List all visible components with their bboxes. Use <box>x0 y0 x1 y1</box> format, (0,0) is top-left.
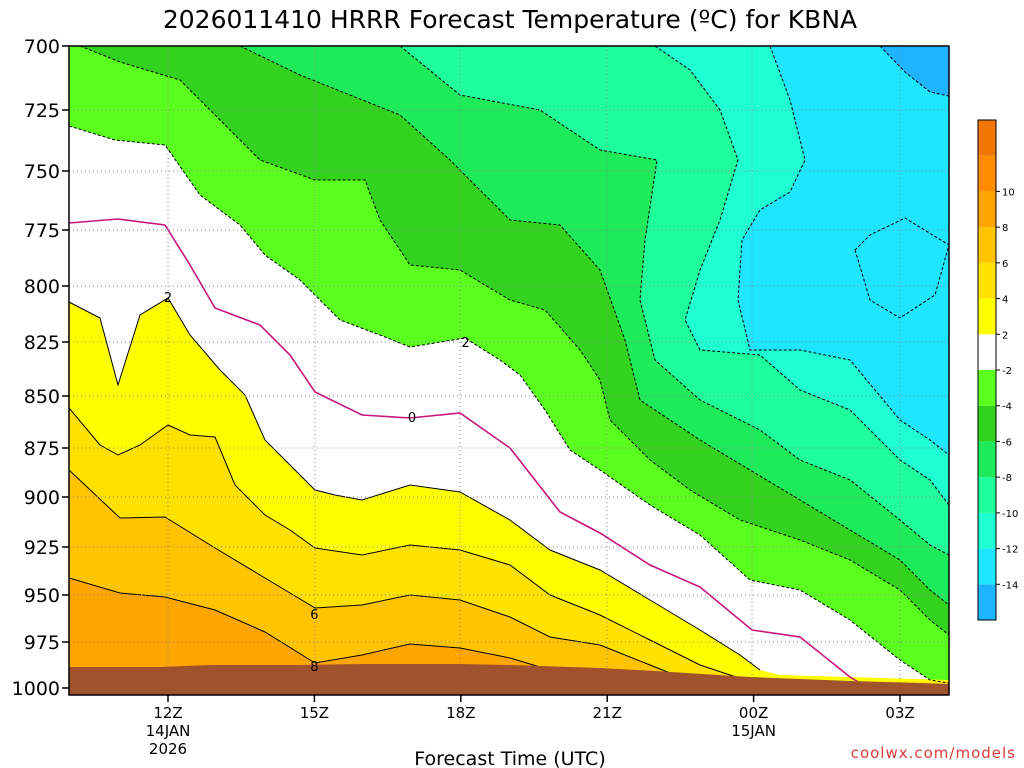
colorbar-swatch <box>978 298 996 335</box>
contour-label: 8 <box>310 660 318 675</box>
x-tick-date-label: 14JAN <box>146 722 191 740</box>
plot-area <box>69 46 949 695</box>
colorbar-label: 8 <box>1002 223 1008 234</box>
colorbar-label: -12 <box>1002 545 1018 556</box>
colorbar: -14 -12 -10 -8 -6 -4 -2 2 4 6 8 10 <box>977 119 1018 621</box>
y-tick-label: 800 <box>24 276 60 298</box>
colorbar-swatch <box>978 370 996 406</box>
y-tick-label: 1000 <box>12 678 60 700</box>
y-tick-label: 825 <box>24 332 60 354</box>
colorbar-swatch <box>978 120 996 156</box>
credit-text: coolwx.com/models <box>851 744 1016 762</box>
x-tick-label: 03Z <box>885 704 914 722</box>
isotherm-2 <box>69 297 761 671</box>
colorbar-swatch <box>978 334 996 370</box>
chart-title: 2026011410 HRRR Forecast Temperature (ºC… <box>163 5 857 34</box>
isotherm-minus6 <box>239 46 949 606</box>
contour-label: 0 <box>408 411 416 426</box>
band-6-to-8 <box>69 470 949 695</box>
colorbar-label: -2 <box>1002 366 1012 377</box>
y-tick-label: 900 <box>24 487 60 509</box>
colorbar-label: 10 <box>1002 187 1015 198</box>
isotherm-6 <box>69 469 701 686</box>
colorbar-swatch <box>978 441 996 478</box>
isotherm-minus12-loop <box>854 217 949 319</box>
x-tick-label: 15Z <box>300 704 329 722</box>
colorbar-swatch <box>978 227 996 263</box>
isotherm-minus8 <box>399 46 949 556</box>
y-tick-label: 750 <box>24 161 60 183</box>
colorbar-label: -14 <box>1002 580 1018 591</box>
contour-label: 2 <box>164 291 172 306</box>
colorbar-swatch <box>978 262 996 299</box>
contour-labels: 2 2 0 6 8 <box>164 291 470 675</box>
x-tick-label: 12Z <box>153 704 182 722</box>
colorbar-label: 2 <box>1002 330 1008 341</box>
colorbar-label: -6 <box>1002 437 1012 448</box>
colorbar-label: 4 <box>1002 295 1008 306</box>
isotherm-minus14 <box>879 46 949 97</box>
negative-isotherms <box>69 46 949 684</box>
x-tick-label: 18Z <box>446 704 475 722</box>
y-tick-label: 925 <box>24 537 60 559</box>
y-tick-label: 950 <box>24 585 60 607</box>
colorbar-swatch <box>978 584 996 620</box>
isotherm-minus10 <box>654 46 949 506</box>
y-tick-label: 850 <box>24 386 60 408</box>
colorbar-swatch <box>978 512 996 549</box>
colorbar-swatch <box>978 548 996 585</box>
colorbar-swatch <box>978 477 996 513</box>
isotherm-minus2 <box>69 125 949 684</box>
y-tick-label: 725 <box>24 100 60 122</box>
contour-label: 6 <box>310 608 318 623</box>
x-axis-label: Forecast Time (UTC) <box>414 748 605 768</box>
colorbar-label: -8 <box>1002 473 1012 484</box>
colorbar-swatch <box>978 191 996 228</box>
plot-frame <box>68 45 950 696</box>
isotherm-minus12 <box>737 46 949 456</box>
isotherm-4 <box>69 407 746 681</box>
colorbar-swatch <box>978 405 996 442</box>
grid <box>69 46 949 695</box>
x-tick-label: 21Z <box>593 704 622 722</box>
y-axis: 700 725 750 775 800 825 850 875 900 925 950 975 1000 <box>12 36 69 700</box>
x-tick-label: 00Z <box>739 704 768 722</box>
y-tick-label: 700 <box>24 36 60 58</box>
isotherm-minus4 <box>79 46 949 636</box>
colorbar-label: 6 <box>1002 259 1008 270</box>
colorbar-label: -4 <box>1002 402 1012 413</box>
y-tick-label: 975 <box>24 632 60 654</box>
ground-terrain <box>69 664 949 695</box>
y-tick-label: 875 <box>24 438 60 460</box>
x-tick-date-label: 2026 <box>149 740 187 758</box>
y-tick-label: 775 <box>24 220 60 242</box>
colorbar-swatch <box>978 155 996 192</box>
contour-label: 2 <box>462 336 470 351</box>
positive-isotherms <box>69 297 761 686</box>
x-tick-date-label: 15JAN <box>731 722 776 740</box>
colorbar-label: -10 <box>1002 509 1018 520</box>
isotherm-0-freezing <box>69 218 881 695</box>
